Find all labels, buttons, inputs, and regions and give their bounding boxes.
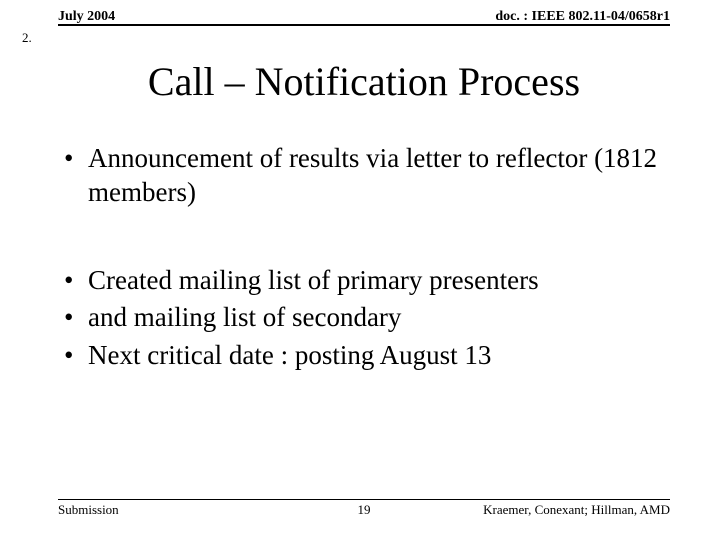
bullet-text: Created mailing list of primary presente… <box>88 264 670 298</box>
page-title: Call – Notification Process <box>58 58 670 105</box>
bullet-item: • and mailing list of secondary <box>58 301 670 335</box>
body-content: • Announcement of results via letter to … <box>58 142 670 377</box>
page-number: 2. <box>22 30 32 46</box>
header-date: July 2004 <box>58 9 115 25</box>
bullet-dot-icon: • <box>58 142 88 210</box>
bullet-text: Next critical date : posting August 13 <box>88 339 670 373</box>
bullet-item: • Next critical date : posting August 13 <box>58 339 670 373</box>
footer-authors: Kraemer, Conexant; Hillman, AMD <box>483 502 670 518</box>
bullet-gap <box>58 214 670 264</box>
bullet-dot-icon: • <box>58 339 88 373</box>
bullet-text: and mailing list of secondary <box>88 301 670 335</box>
bullet-item: • Created mailing list of primary presen… <box>58 264 670 298</box>
header-rule <box>58 24 670 26</box>
bullet-dot-icon: • <box>58 301 88 335</box>
slide: 2. July 2004 doc. : IEEE 802.11-04/0658r… <box>0 0 720 540</box>
header-doc-id: doc. : IEEE 802.11-04/0658r1 <box>495 9 670 25</box>
bullet-item: • Announcement of results via letter to … <box>58 142 670 210</box>
bullet-text: Announcement of results via letter to re… <box>88 142 670 210</box>
footer-rule <box>58 499 670 500</box>
bullet-dot-icon: • <box>58 264 88 298</box>
